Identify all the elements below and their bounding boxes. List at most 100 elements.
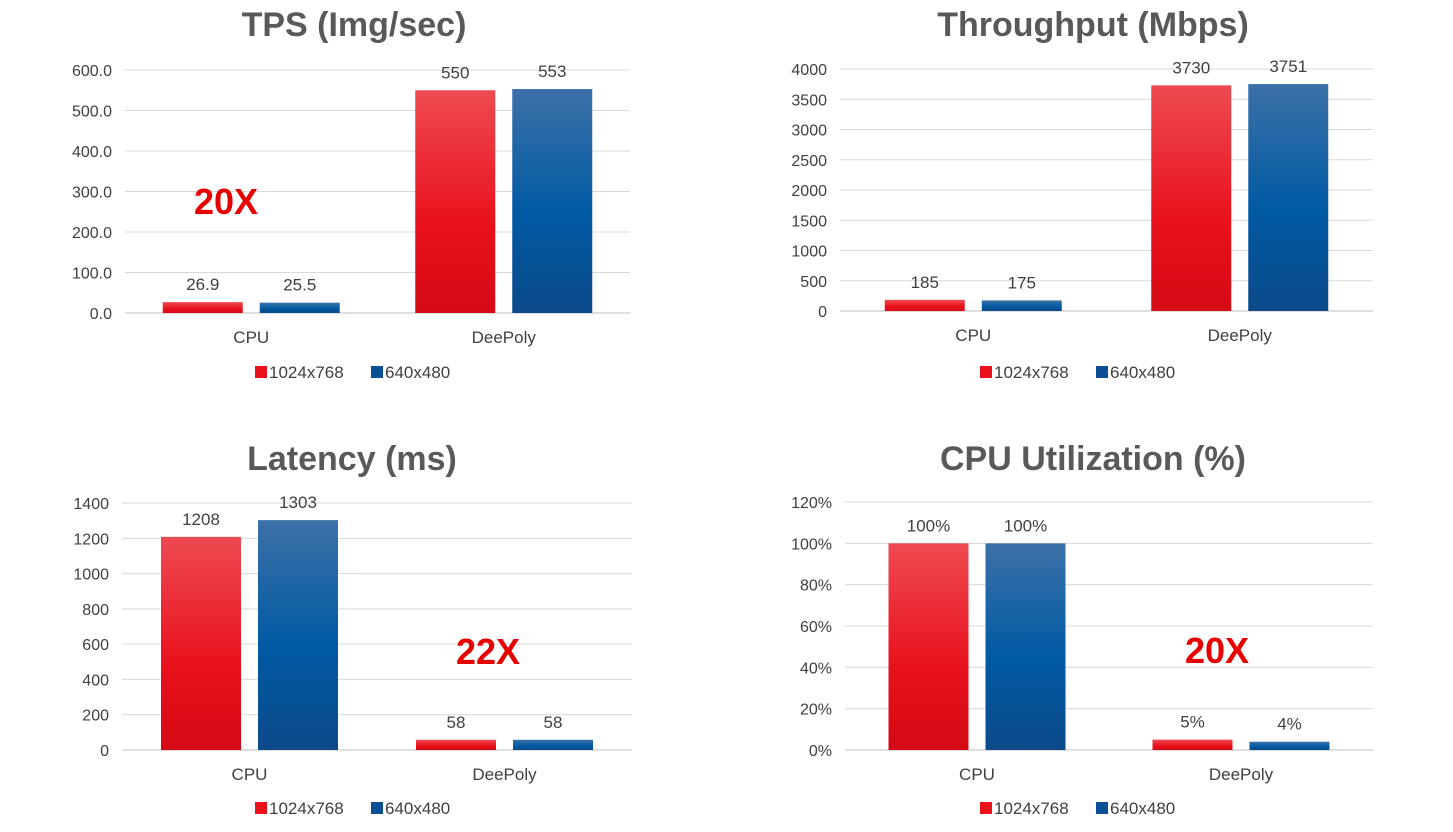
- y-tick-label: 1000: [73, 567, 109, 584]
- y-tick-label: 500: [800, 274, 827, 291]
- bar-640x480-DeePoly: [512, 89, 593, 313]
- bar-640x480-DeePoly: [1248, 84, 1329, 311]
- data-label: 550: [441, 63, 469, 82]
- y-tick-label: 600.0: [72, 63, 112, 80]
- y-tick-label: 2000: [791, 183, 827, 200]
- legend-label: 640x480: [385, 799, 450, 818]
- data-label: 175: [1008, 273, 1036, 292]
- x-category-label: CPU: [959, 765, 995, 784]
- bar-640x480-CPU: [259, 302, 340, 313]
- y-tick-label: 500.0: [72, 104, 112, 121]
- y-tick-label: 80%: [800, 578, 832, 595]
- data-label: 100%: [907, 516, 950, 535]
- chart-svg: Latency (ms) 0 200 400 600 800 1000 1200 1400 120…: [73, 440, 632, 818]
- x-category-label: DeePoly: [472, 765, 537, 784]
- x-category-label: DeePoly: [472, 328, 537, 347]
- chart-1: TPS (Img/sec) 0.0 100.0 200.0 300.0 400.0 500.…: [0, 0, 720, 400]
- legend-swatch: [371, 802, 383, 814]
- legend-label: 1024x768: [994, 363, 1069, 382]
- bar-1024x768-CPU: [161, 536, 241, 750]
- data-label: 4%: [1277, 715, 1302, 734]
- data-label: 185: [911, 273, 939, 292]
- chart-svg: CPU Utilization (%) 0% 20% 40% 60% 80% 100% 120…: [791, 440, 1373, 818]
- data-label: 553: [538, 62, 566, 81]
- y-tick-label: 0: [100, 743, 109, 760]
- bar-1024x768-DeePoly: [415, 90, 496, 313]
- legend-swatch: [1096, 366, 1108, 378]
- data-label: 58: [544, 713, 563, 732]
- y-tick-label: 1000: [791, 244, 827, 261]
- chart-2: Throughput (Mbps) 0 500 1000 1500 2000 2500 300…: [725, 0, 1453, 400]
- y-tick-label: 0%: [809, 743, 832, 760]
- chart-3: Latency (ms) 0 200 400 600 800 1000 1200 1400 120…: [0, 420, 720, 832]
- legend-label: 1024x768: [269, 799, 344, 818]
- data-label: 1303: [279, 493, 317, 512]
- y-tick-label: 200.0: [72, 225, 112, 242]
- x-category-label: CPU: [233, 328, 269, 347]
- y-tick-label: 800: [82, 602, 109, 619]
- speedup-annotation: 20X: [194, 181, 258, 222]
- y-tick-label: 300.0: [72, 185, 112, 202]
- y-tick-label: 3500: [791, 92, 827, 109]
- chart-title: Latency (ms): [247, 440, 457, 478]
- data-label: 1208: [182, 510, 220, 529]
- chart-svg: TPS (Img/sec) 0.0 100.0 200.0 300.0 400.0 500.…: [72, 6, 630, 382]
- speedup-annotation: 22X: [456, 631, 520, 672]
- y-tick-label: 120%: [791, 495, 832, 512]
- legend-label: 640x480: [385, 363, 450, 382]
- data-label: 3751: [1269, 57, 1307, 76]
- y-tick-label: 1500: [791, 213, 827, 230]
- data-label: 58: [447, 713, 466, 732]
- legend-swatch: [371, 366, 383, 378]
- legend-swatch: [980, 802, 992, 814]
- legend-label: 1024x768: [269, 363, 344, 382]
- y-tick-label: 1400: [73, 496, 109, 513]
- data-label: 3730: [1172, 58, 1210, 77]
- chart-4: CPU Utilization (%) 0% 20% 40% 60% 80% 100% 120…: [725, 420, 1453, 832]
- bar-640x480-DeePoly: [1249, 741, 1330, 750]
- data-label: 100%: [1004, 516, 1047, 535]
- data-label: 5%: [1180, 713, 1205, 732]
- bar-640x480-CPU: [258, 520, 338, 750]
- y-tick-label: 3000: [791, 123, 827, 140]
- y-tick-label: 60%: [800, 619, 832, 636]
- legend-label: 1024x768: [994, 799, 1069, 818]
- x-category-label: DeePoly: [1208, 326, 1273, 345]
- bar-1024x768-DeePoly: [1152, 739, 1233, 750]
- bar-640x480-DeePoly: [513, 739, 593, 750]
- y-tick-label: 40%: [800, 660, 832, 677]
- y-tick-label: 1200: [73, 531, 109, 548]
- bar-1024x768-DeePoly: [1151, 85, 1232, 312]
- legend-label: 640x480: [1110, 799, 1175, 818]
- chart-title: Throughput (Mbps): [937, 6, 1249, 44]
- y-tick-label: 100%: [791, 536, 832, 553]
- legend-swatch: [1096, 802, 1108, 814]
- x-category-label: CPU: [955, 326, 991, 345]
- chart-title: TPS (Img/sec): [242, 6, 467, 44]
- bar-1024x768-CPU: [162, 302, 243, 313]
- bar-640x480-CPU: [981, 300, 1062, 311]
- data-label: 26.9: [186, 275, 219, 294]
- chart-svg: Throughput (Mbps) 0 500 1000 1500 2000 2500 300…: [791, 6, 1373, 382]
- y-tick-label: 0: [818, 304, 827, 321]
- x-category-label: DeePoly: [1209, 765, 1274, 784]
- legend-swatch: [980, 366, 992, 378]
- y-tick-label: 20%: [800, 702, 832, 719]
- bar-640x480-CPU: [985, 543, 1066, 750]
- bar-1024x768-CPU: [888, 543, 969, 750]
- chart-title: CPU Utilization (%): [940, 440, 1246, 478]
- data-label: 25.5: [283, 276, 316, 295]
- y-tick-label: 0.0: [90, 306, 112, 323]
- bar-1024x768-CPU: [884, 299, 965, 311]
- bar-1024x768-DeePoly: [416, 739, 496, 750]
- y-tick-label: 400.0: [72, 144, 112, 161]
- legend-swatch: [255, 366, 267, 378]
- x-category-label: CPU: [232, 765, 268, 784]
- legend-swatch: [255, 802, 267, 814]
- legend-label: 640x480: [1110, 363, 1175, 382]
- y-tick-label: 100.0: [72, 266, 112, 283]
- y-tick-label: 200: [82, 708, 109, 725]
- y-tick-label: 400: [82, 672, 109, 689]
- y-tick-label: 2500: [791, 153, 827, 170]
- y-tick-label: 4000: [791, 62, 827, 79]
